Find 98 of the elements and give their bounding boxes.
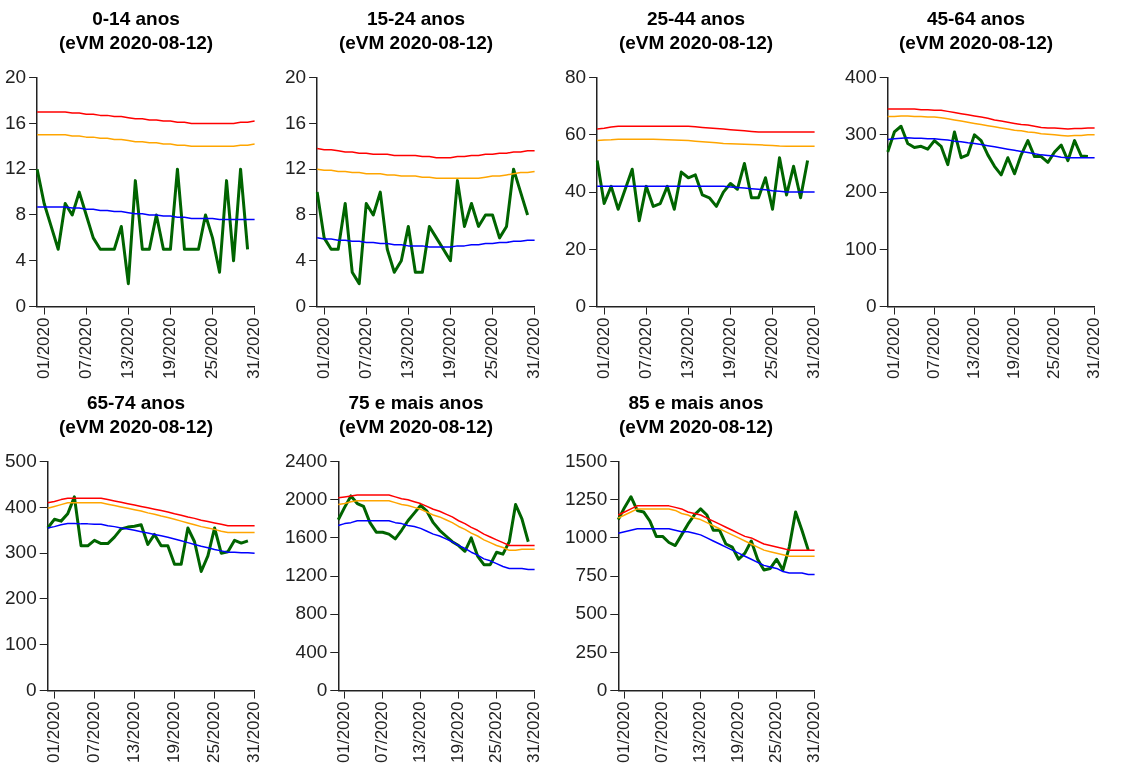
y-tick-label: 800 [295,602,328,624]
x-tick-label: 13/2020 [410,701,430,763]
x-tick-label: 25/2020 [482,317,502,379]
y-tick-label: 40 [564,180,587,202]
x-tick-label: 13/2020 [678,317,698,379]
x-tick-label: 31/2020 [244,701,264,763]
chart-title: 75 e mais anos [348,391,484,413]
y-tick-label: 300 [5,541,37,563]
y-tick-label: 20 [284,65,307,87]
y-tick-label: 300 [845,123,877,145]
chart-subtitle: (eVM 2020-08-12) [58,416,214,438]
y-tick-label: 1000 [564,526,608,548]
x-tick-label: 07/2020 [635,317,655,379]
y-tick-label: 0 [866,294,877,316]
y-tick-label: 8 [295,203,307,225]
y-tick-label: 80 [564,65,587,87]
x-tick-label: 19/2020 [160,317,180,379]
x-tick-label: 13/2020 [118,317,138,379]
x-tick-label: 25/2020 [762,317,782,379]
chart-subtitle: (eVM 2020-08-12) [618,32,774,54]
x-tick-label: 25/2020 [1044,317,1064,379]
x-tick-label: 19/2020 [728,701,748,763]
x-tick-label: 31/2020 [804,317,824,379]
x-tick-label: 31/2020 [244,317,264,379]
x-tick-label: 07/2020 [75,317,95,379]
y-tick-label: 20 [4,65,27,87]
x-tick-label: 13/2020 [964,317,984,379]
y-tick-label: 200 [845,180,877,202]
x-tick-label: 01/2020 [593,317,613,379]
y-tick-label: 0 [316,678,328,700]
y-tick-label: 500 [575,602,608,624]
y-tick-label: 750 [575,564,608,586]
x-tick-label: 01/2020 [313,317,333,379]
x-tick-label: 13/2020 [124,701,144,763]
x-tick-label: 25/2020 [202,317,222,379]
y-tick-label: 60 [564,123,587,145]
x-tick-label: 07/2020 [84,701,104,763]
x-tick-label: 19/2020 [1004,317,1024,379]
chart-title: 85 e mais anos [628,391,764,413]
chart-subtitle: (eVM 2020-08-12) [58,32,214,54]
y-tick-label: 1250 [564,487,608,509]
y-tick-label: 8 [15,203,27,225]
y-tick-label: 400 [295,640,328,662]
y-tick-label: 1200 [284,564,328,586]
x-tick-label: 01/2020 [33,317,53,379]
y-tick-label: 2000 [284,487,328,509]
chart-title: 0-14 anos [92,7,180,29]
x-tick-label: 25/2020 [204,701,224,763]
y-tick-label: 0 [295,294,307,316]
chart-subtitle: (eVM 2020-08-12) [618,416,774,438]
x-tick-label: 07/2020 [372,701,392,763]
y-tick-label: 12 [4,157,27,179]
chart-subtitle: (eVM 2020-08-12) [338,32,494,54]
x-tick-label: 19/2020 [440,317,460,379]
x-tick-label: 01/2020 [884,317,904,379]
x-tick-label: 13/2020 [398,317,418,379]
x-tick-label: 19/2020 [164,701,184,763]
x-tick-label: 25/2020 [766,701,786,763]
x-tick-label: 31/2020 [1084,317,1104,379]
y-tick-label: 400 [5,495,37,517]
x-tick-label: 07/2020 [924,317,944,379]
y-tick-label: 200 [5,587,37,609]
y-tick-label: 4 [295,248,307,270]
chart-title: 25-44 anos [646,7,746,29]
x-tick-label: 31/2020 [524,701,544,763]
chart-title: 15-24 anos [366,7,466,29]
x-tick-label: 01/2020 [44,701,64,763]
chart-title: 65-74 anos [86,391,186,413]
y-tick-label: 1500 [564,449,608,471]
y-tick-label: 100 [5,632,37,654]
chart-subtitle: (eVM 2020-08-12) [338,416,494,438]
y-tick-label: 250 [575,640,608,662]
y-tick-label: 400 [845,65,877,87]
x-tick-label: 13/2020 [690,701,710,763]
x-tick-label: 01/2020 [614,701,634,763]
y-tick-label: 0 [575,294,587,316]
y-tick-label: 20 [564,237,587,259]
x-tick-label: 07/2020 [652,701,672,763]
y-tick-label: 0 [26,678,37,700]
y-tick-label: 0 [15,294,27,316]
chart-subtitle: (eVM 2020-08-12) [898,32,1054,54]
x-tick-label: 19/2020 [720,317,740,379]
x-tick-label: 01/2020 [334,701,354,763]
chart-title: 45-64 anos [926,7,1026,29]
x-tick-label: 31/2020 [524,317,544,379]
x-tick-label: 07/2020 [355,317,375,379]
y-tick-label: 12 [284,157,307,179]
y-tick-label: 16 [4,111,27,133]
x-tick-label: 31/2020 [804,701,824,763]
y-tick-label: 100 [845,237,877,259]
x-tick-label: 25/2020 [486,701,506,763]
y-tick-label: 0 [596,678,608,700]
x-tick-label: 19/2020 [448,701,468,763]
y-tick-label: 2400 [284,449,328,471]
y-tick-label: 500 [5,449,37,471]
y-tick-label: 1600 [284,526,328,548]
y-tick-label: 4 [15,248,27,270]
y-tick-label: 16 [284,111,307,133]
